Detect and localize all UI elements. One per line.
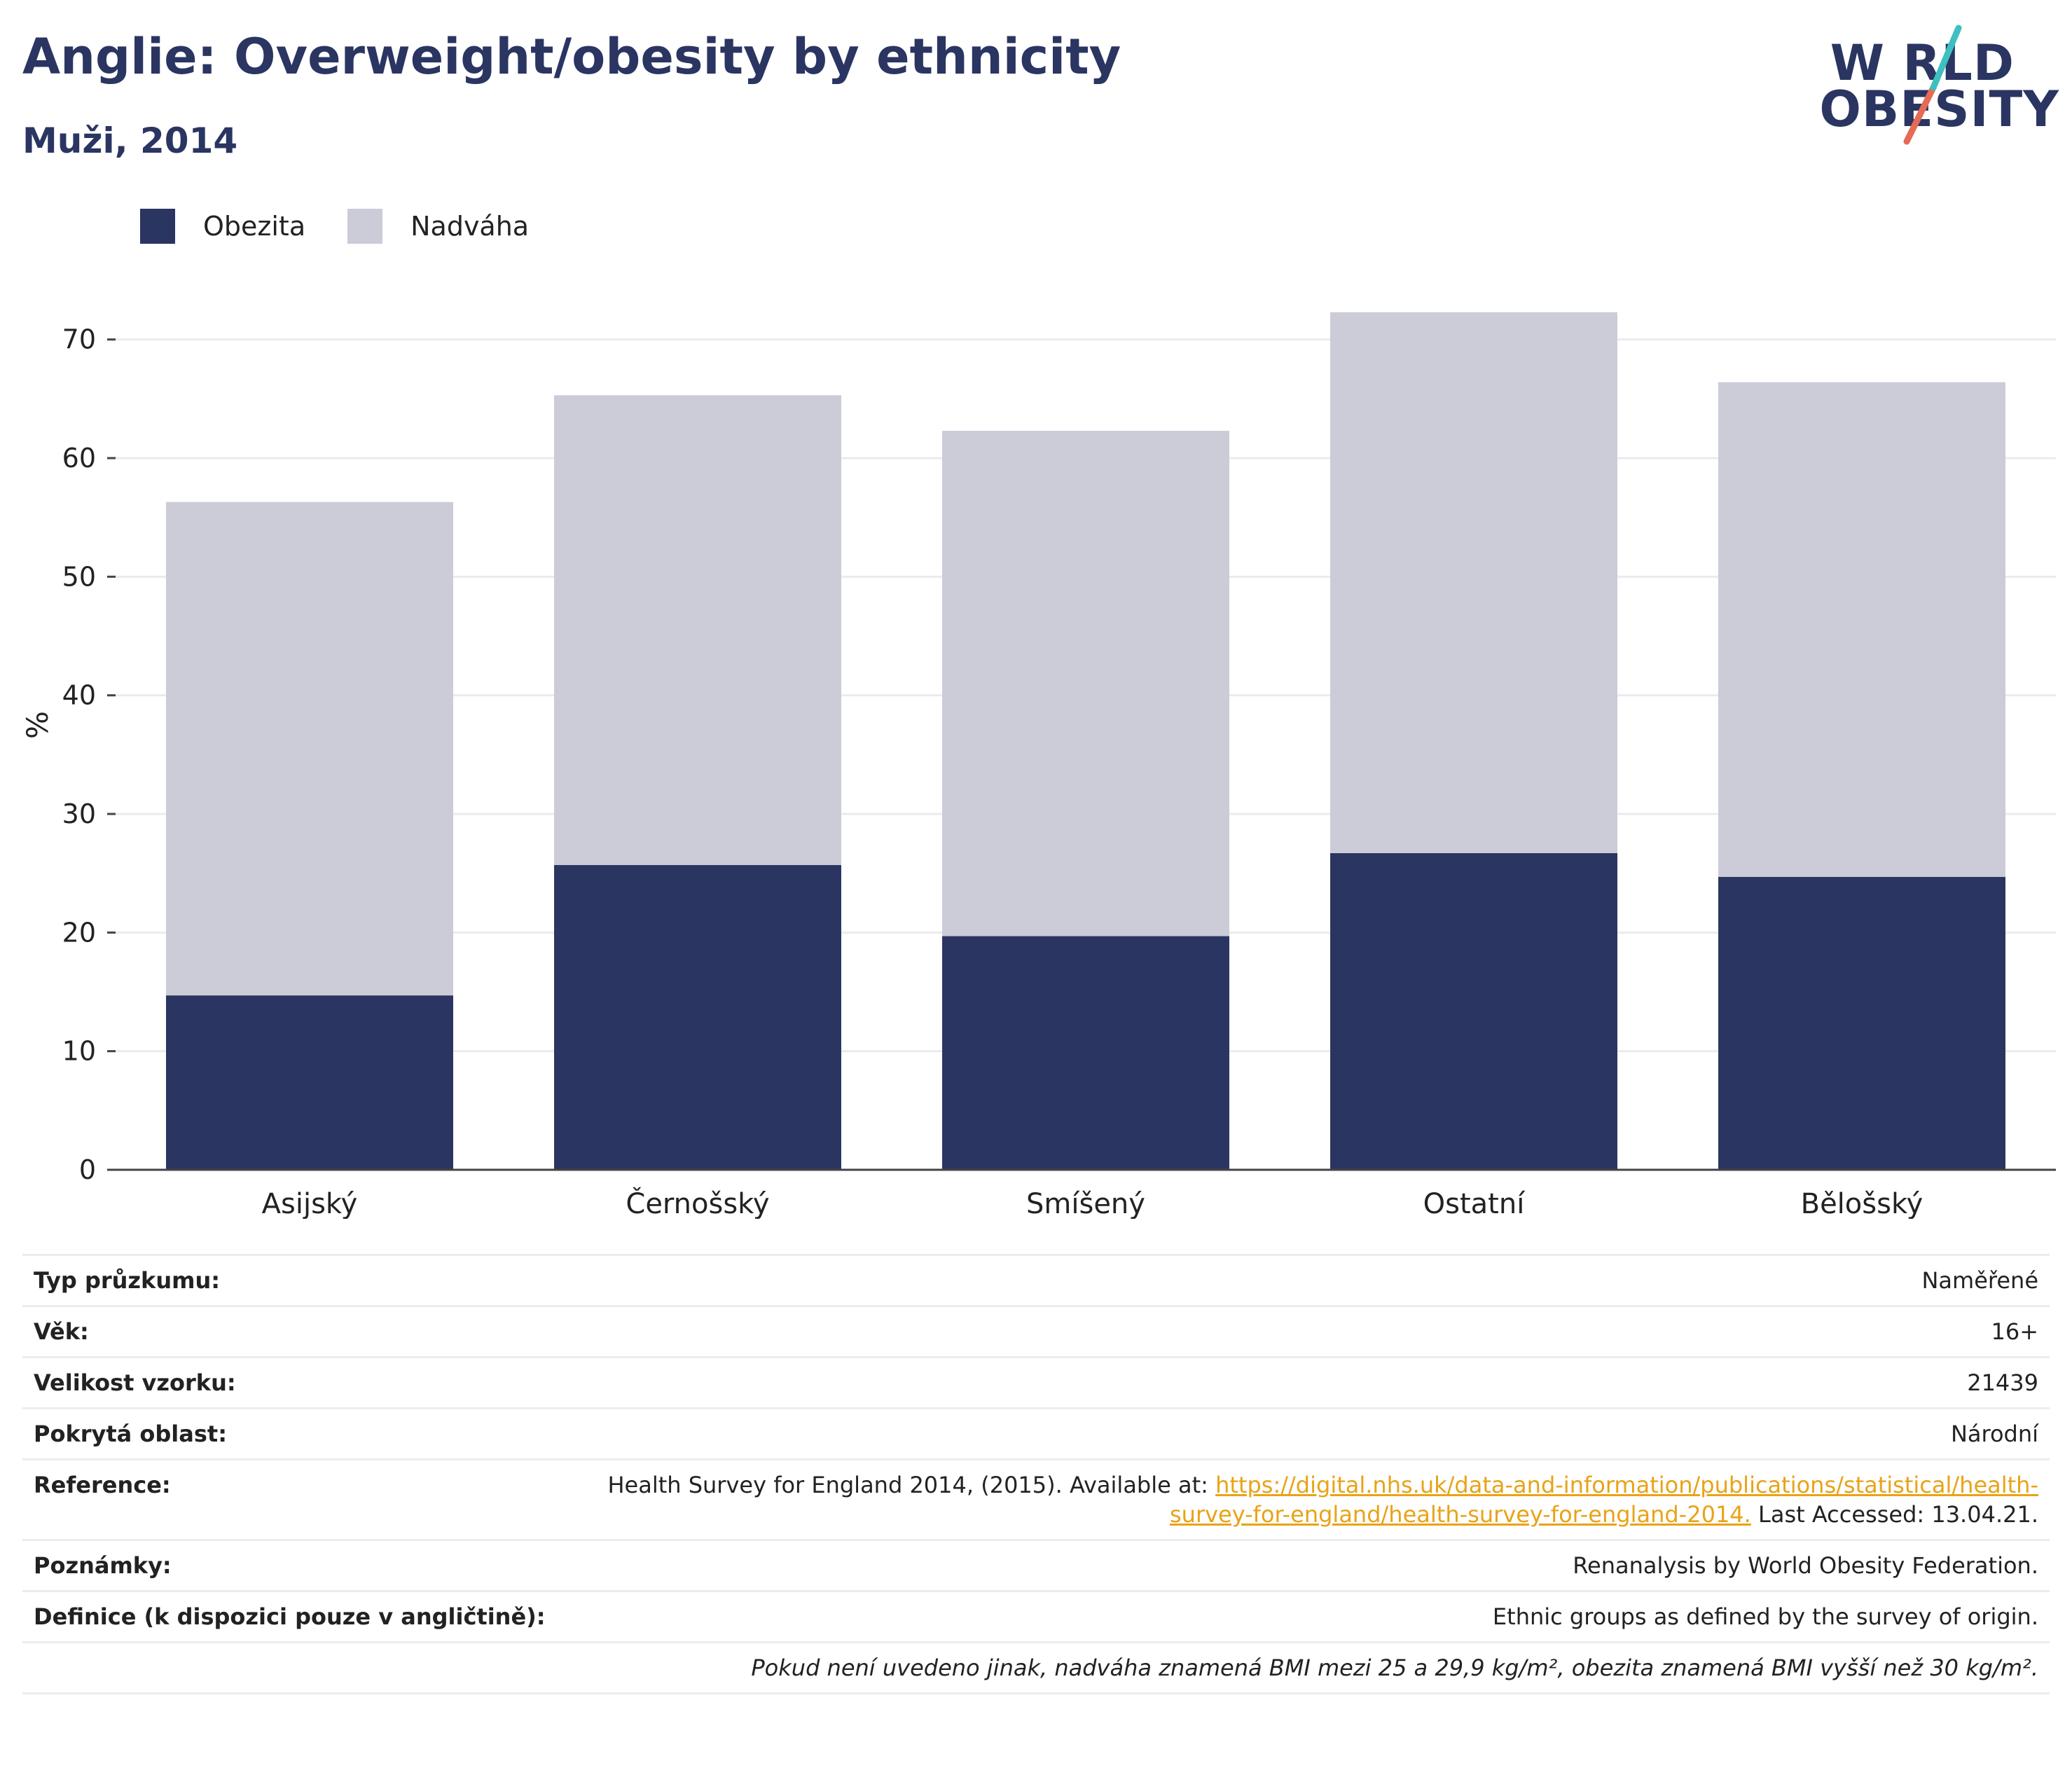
- x-tick-label: Bělošský: [1801, 1188, 1923, 1219]
- x-tick-label: Ostatní: [1423, 1188, 1526, 1219]
- info-label: Typ průzkumu:: [22, 1254, 577, 1306]
- info-value: 16+: [577, 1305, 2050, 1358]
- x-tick-label: Černošský: [626, 1187, 769, 1219]
- info-row-sample-size: Velikost vzorku: 21439: [22, 1356, 2050, 1409]
- info-row-area: Pokrytá oblast: Národní: [22, 1407, 2050, 1460]
- bar-obesity: [942, 936, 1229, 1170]
- info-row-notes: Poznámky: Renanalysis by World Obesity F…: [22, 1539, 2050, 1591]
- bar-overweight: [942, 431, 1229, 937]
- bar-obesity: [1330, 852, 1617, 1170]
- legend-item-obesity[interactable]: Obezita: [140, 209, 305, 244]
- bar-overweight: [166, 502, 453, 996]
- info-row-age: Věk: 16+: [22, 1305, 2050, 1358]
- y-tick-label: 10: [62, 1036, 96, 1067]
- legend-swatch-obesity: [140, 209, 175, 244]
- info-value: Národní: [577, 1407, 2050, 1460]
- bar-obesity: [1718, 876, 2005, 1170]
- info-row-reference: Reference: Health Survey for England 201…: [22, 1458, 2050, 1540]
- x-tick-label: Smíšený: [1026, 1188, 1145, 1219]
- info-label: Věk:: [22, 1305, 577, 1358]
- y-tick-label: 70: [62, 324, 96, 355]
- chart-subtitle: Muži, 2014: [22, 120, 238, 161]
- bar-overweight: [1330, 312, 1617, 853]
- x-tick-label: Asijský: [262, 1188, 358, 1219]
- y-tick-label: 50: [62, 561, 96, 592]
- info-value: Naměřené: [577, 1254, 2050, 1306]
- y-tick-label: 0: [79, 1154, 96, 1185]
- reference-accessed: Last Accessed: 13.04.21.: [1750, 1501, 2038, 1528]
- footnote: Pokud není uvedeno jinak, nadváha znamen…: [22, 1641, 2050, 1694]
- bar-overweight: [554, 395, 841, 865]
- info-row-footnote: Pokud není uvedeno jinak, nadváha znamen…: [22, 1641, 2050, 1694]
- stacked-bar-chart: 0 10 20 30 40 50 60 70% Asijský Černošský Smíšený O…: [20, 312, 2056, 1219]
- info-row-definition: Definice (k dispozici pouze v angličtině…: [22, 1590, 2050, 1643]
- info-value: 21439: [577, 1356, 2050, 1409]
- info-value: Ethnic groups as defined by the survey o…: [577, 1590, 2050, 1643]
- info-label: Pokrytá oblast:: [22, 1407, 577, 1460]
- legend-swatch-overweight: [347, 209, 383, 244]
- reference-link[interactable]: https://digital.nhs.uk/data-and-informat…: [1169, 1472, 2038, 1528]
- info-label: Reference:: [22, 1458, 577, 1540]
- info-value-reference: Health Survey for England 2014, (2015). …: [577, 1458, 2050, 1540]
- info-value: Renanalysis by World Obesity Federation.: [577, 1539, 2050, 1591]
- y-tick-label: 40: [62, 680, 96, 711]
- chart-title: Anglie: Overweight/obesity by ethnicity: [22, 28, 1121, 85]
- logo-line-2: OBESITY: [1819, 81, 2059, 138]
- bar-obesity: [554, 864, 841, 1170]
- legend-item-overweight[interactable]: Nadváha: [347, 209, 529, 244]
- info-table: Typ průzkumu: Naměřené Věk: 16+ Velikost…: [22, 1254, 2050, 1694]
- legend-label-obesity: Obezita: [203, 211, 306, 242]
- info-label: Velikost vzorku:: [22, 1356, 577, 1409]
- info-label: Poznámky:: [22, 1539, 577, 1591]
- y-axis-label: %: [20, 711, 55, 739]
- y-tick-label: 20: [62, 917, 96, 948]
- bar-obesity: [166, 995, 453, 1170]
- reference-text: Health Survey for England 2014, (2015). …: [607, 1472, 1216, 1498]
- info-label: Definice (k dispozici pouze v angličtině…: [22, 1590, 577, 1643]
- legend-label-overweight: Nadváha: [410, 211, 530, 242]
- world-obesity-logo: W RLD OBESITY: [1819, 21, 2059, 147]
- legend: Obezita Nadváha: [140, 207, 571, 245]
- y-tick-label: 30: [62, 799, 96, 829]
- info-row-survey-type: Typ průzkumu: Naměřené: [22, 1254, 2050, 1306]
- bar-overweight: [1718, 382, 2005, 877]
- y-tick-label: 60: [62, 443, 96, 474]
- logo-line-1: W RLD: [1830, 34, 2015, 92]
- logo-slash-icon: [1903, 25, 1962, 145]
